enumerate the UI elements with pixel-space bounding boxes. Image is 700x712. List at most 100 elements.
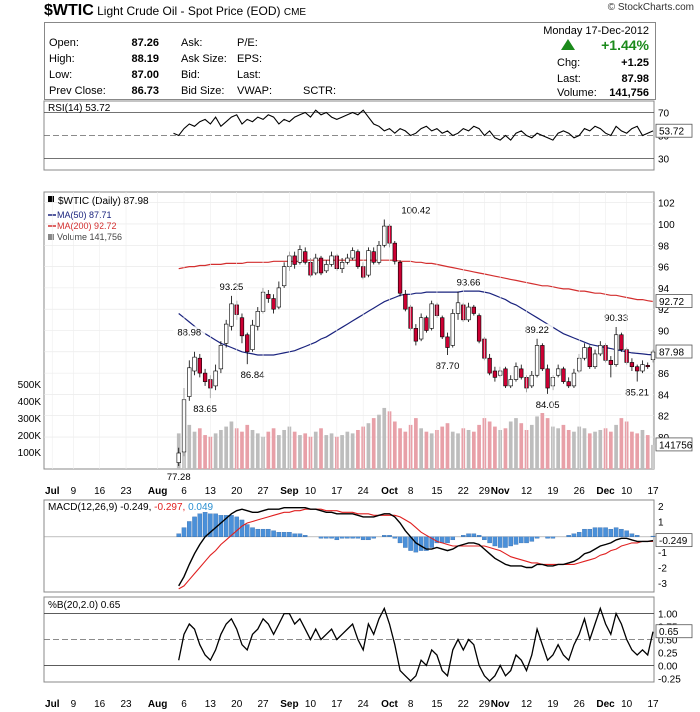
bottom-x-tick-label: 13 — [205, 699, 217, 710]
volume-bar — [303, 433, 308, 469]
x-tick-label: 13 — [205, 486, 217, 497]
bottom-x-tick-label: Sep — [280, 699, 298, 710]
macd-histogram-bar — [619, 528, 624, 537]
candle-body — [292, 255, 297, 265]
candle-body — [250, 324, 255, 350]
vwap-label: VWAP: — [237, 85, 273, 97]
candle-body — [492, 370, 498, 378]
price-legend: $WTIC (Daily) 87.98 — [58, 196, 149, 207]
bottom-x-tick-label: 24 — [358, 699, 370, 710]
chg-label: Chg: — [557, 57, 581, 69]
volume-bar — [229, 421, 234, 469]
price-tick-label: 100 — [658, 220, 675, 231]
macd-tick-label: -1 — [658, 548, 667, 559]
prev-close-value: 86.73 — [131, 85, 159, 97]
macd-histogram-bar — [334, 536, 340, 541]
candle-body — [592, 353, 598, 368]
volume-bar — [487, 421, 492, 469]
eps-label: EPS: — [237, 53, 263, 65]
volume-bar — [350, 433, 355, 469]
x-tick-label: 10 — [621, 486, 633, 497]
pe-label: P/E: — [237, 37, 258, 49]
candle-body — [413, 328, 419, 342]
macd-histogram-bar — [603, 527, 608, 537]
ask-label: Ask: — [181, 37, 203, 49]
x-tick-label: 6 — [181, 486, 187, 497]
price-annotation-bg — [189, 403, 222, 416]
volume-bar — [493, 426, 497, 469]
last-value: 87.98 — [621, 73, 649, 85]
candle-body — [529, 374, 534, 387]
bottom-x-tick-label: 10 — [305, 699, 317, 710]
volume-bar — [213, 433, 218, 469]
volume-bar — [445, 423, 450, 469]
volume-bar — [371, 418, 376, 469]
up-arrow-icon — [561, 39, 575, 50]
macd-histogram-bar — [281, 532, 287, 537]
ma200-line — [178, 259, 654, 303]
candle-body — [197, 357, 202, 374]
candle-body — [471, 306, 476, 314]
candle-body — [397, 262, 403, 294]
volume-bar — [630, 431, 634, 469]
candle-body — [598, 345, 603, 355]
macd-histogram-bar — [229, 515, 234, 537]
volume-value-tag: 141756 — [659, 440, 693, 451]
price-annotation-bg — [600, 311, 633, 324]
candle-body — [324, 264, 329, 272]
candle-body — [429, 303, 434, 329]
ma200-value-tag-box — [655, 294, 693, 308]
rsi-line — [173, 109, 654, 141]
candle-body — [329, 255, 334, 265]
x-tick-label: 20 — [231, 486, 243, 497]
volume-bar — [255, 433, 260, 469]
macd-histogram-bar — [250, 527, 255, 537]
volume-bar — [593, 431, 597, 469]
symbol: $WTIC — [44, 2, 94, 19]
open-label: Open: — [49, 37, 79, 49]
macd-histogram-bar — [550, 536, 556, 539]
ask-size-label: Ask Size: — [181, 53, 227, 65]
x-tick-label: 17 — [331, 486, 343, 497]
candle-body — [218, 345, 224, 370]
macd-tick-label: 1 — [658, 517, 664, 528]
x-tick-label: 15 — [431, 486, 443, 497]
macd-histogram-bar — [324, 536, 329, 539]
quote-date: Monday 17-Dec-2012 — [543, 25, 649, 37]
x-tick-label: Oct — [381, 486, 398, 497]
price-legend-swatch — [48, 196, 54, 202]
rsi-value-tag: 53.72 — [659, 127, 684, 138]
candle-body — [640, 364, 645, 372]
price-annotation: 85.21 — [625, 388, 649, 399]
volume-bar — [203, 435, 207, 469]
price-tick-label: 90 — [658, 327, 670, 338]
candle-body — [297, 249, 303, 263]
bottom-x-tick-label: Dec — [596, 699, 615, 710]
macd-histogram-bar — [218, 515, 224, 537]
bottom-x-tick-label: Aug — [148, 699, 167, 710]
quote-panel: Open: 87.26 High: 88.19 Low: 87.00 Prev … — [44, 22, 656, 100]
candle-body — [424, 317, 429, 331]
volume-bar — [645, 435, 650, 469]
volume-bar — [635, 433, 640, 469]
volume-label: Volume: — [557, 87, 597, 99]
macd-histogram-bar — [471, 533, 477, 537]
volume-bar — [540, 413, 545, 469]
volume-bar — [271, 428, 276, 469]
macd-panel — [43, 499, 655, 593]
candle-body — [213, 370, 218, 387]
volume-bar — [197, 428, 202, 469]
percent-b-tick-label: 0.50 — [658, 636, 678, 647]
candle-body — [350, 250, 355, 259]
price-value-tag: 87.98 — [659, 348, 684, 359]
price-annotation-bg — [173, 326, 206, 339]
rsi-legend: RSI(14) 53.72 — [48, 103, 111, 114]
macd-histogram-bar — [292, 533, 297, 537]
volume-bar — [503, 428, 508, 469]
macd-histogram-bar — [302, 535, 308, 537]
volume-bar — [450, 431, 455, 469]
volume-legend-swatch — [48, 234, 54, 240]
x-tick-label: 26 — [574, 486, 586, 497]
candle-body — [276, 287, 282, 308]
volume-bar — [356, 429, 360, 469]
